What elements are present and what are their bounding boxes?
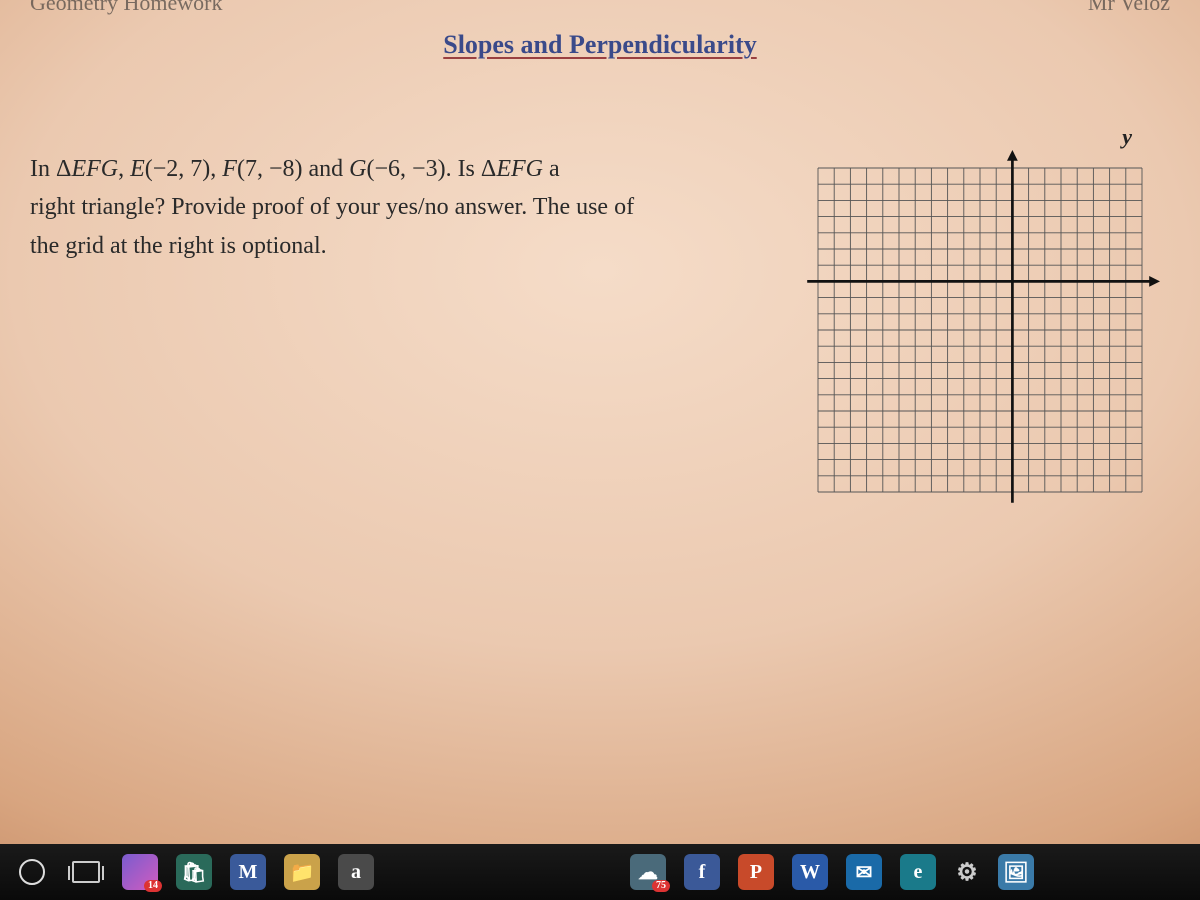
coords-G: (−6, −3)	[367, 156, 446, 182]
edge-icon[interactable]: e	[900, 854, 936, 890]
weather-icon[interactable]: 14	[122, 854, 158, 890]
taskbar: 14 🛍 M 📁 a ☁75 fPW ✉ e ⚙ 🖼	[0, 844, 1200, 900]
txt: a	[543, 156, 560, 182]
txt: In Δ	[30, 156, 71, 182]
coordinate-grid: y	[800, 150, 1160, 510]
explorer-icon[interactable]: 📁	[284, 854, 320, 890]
word-icon[interactable]: W	[792, 854, 828, 890]
txt: ,	[118, 156, 130, 182]
txt: . Is Δ	[446, 156, 497, 182]
outlook-icon[interactable]: ✉	[846, 854, 882, 890]
coords-F: (7, −8)	[237, 156, 303, 182]
line3: the grid at the right is optional.	[30, 233, 327, 259]
pt-E: E	[130, 156, 145, 182]
tri2: EFG	[496, 156, 543, 182]
badge: 14	[144, 880, 162, 892]
doc-header: Geometry Homework Mr Veloz	[30, 0, 1170, 28]
problem-text: In ΔEFG, E(−2, 7), F(7, −8) and G(−6, −3…	[30, 150, 770, 510]
coords-E: (−2, 7)	[145, 156, 211, 182]
txt: ,	[210, 156, 222, 182]
start-button[interactable]	[14, 854, 50, 890]
settings-icon[interactable]: ⚙	[954, 859, 980, 885]
store-icon[interactable]: 🛍	[176, 854, 212, 890]
browser-icon[interactable]: M	[230, 854, 266, 890]
badge: 75	[652, 880, 670, 892]
task-view[interactable]	[68, 854, 104, 890]
line2: right triangle? Provide proof of your ye…	[30, 194, 634, 220]
cloud-app-icon[interactable]: ☁75	[630, 854, 666, 890]
screen-photo: Geometry Homework Mr Veloz Slopes and Pe…	[0, 0, 1200, 900]
grid-svg	[800, 150, 1160, 510]
txt: and	[303, 156, 350, 182]
tri1: EFG	[71, 156, 118, 182]
facebook-icon[interactable]: f	[684, 854, 720, 890]
doc-title: Slopes and Perpendicularity	[30, 30, 1170, 60]
document-area: Geometry Homework Mr Veloz Slopes and Pe…	[0, 0, 1200, 810]
app-icon-a[interactable]: a	[338, 854, 374, 890]
doc-title-text: Slopes and Perpendicularity	[443, 30, 756, 59]
pt-G: G	[349, 156, 366, 182]
photos-icon[interactable]: 🖼	[998, 854, 1034, 890]
y-axis-label: y	[1122, 124, 1132, 150]
powerpoint-icon[interactable]: P	[738, 854, 774, 890]
header-left: Geometry Homework	[30, 0, 222, 16]
content-row: In ΔEFG, E(−2, 7), F(7, −8) and G(−6, −3…	[30, 150, 1170, 510]
grid-wrap: y	[790, 150, 1170, 510]
header-right: Mr Veloz	[1088, 0, 1170, 16]
pt-F: F	[222, 156, 237, 182]
